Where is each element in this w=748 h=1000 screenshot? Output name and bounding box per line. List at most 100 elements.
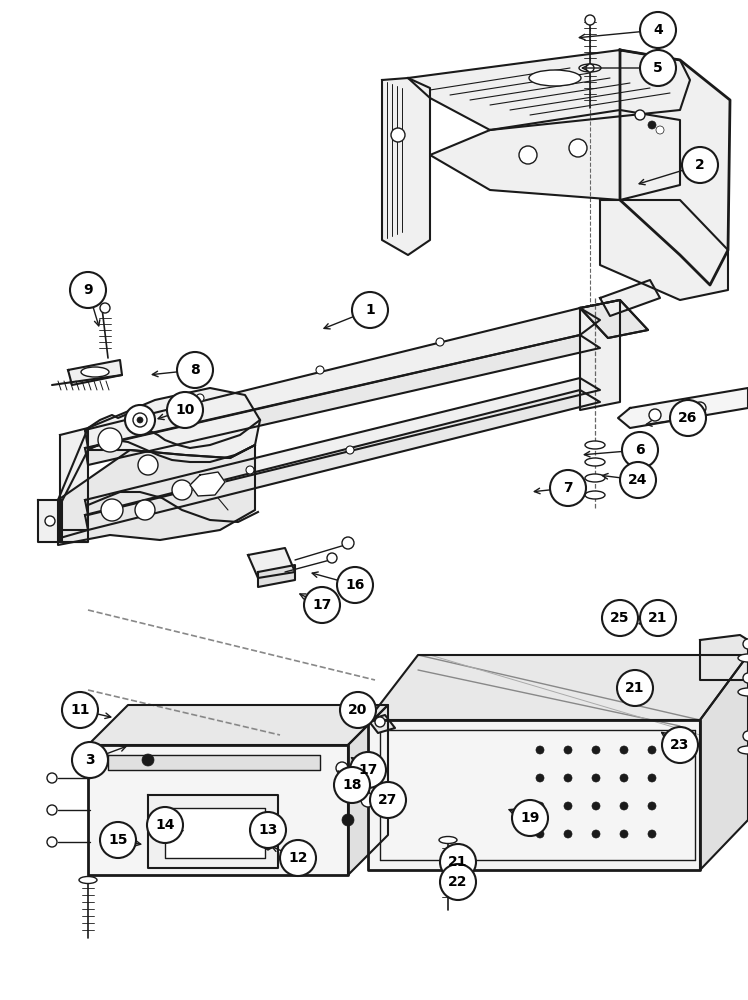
Circle shape (340, 692, 376, 728)
Ellipse shape (585, 441, 605, 449)
Circle shape (536, 802, 544, 810)
Circle shape (564, 830, 572, 838)
Ellipse shape (439, 836, 457, 844)
Circle shape (45, 516, 55, 526)
Circle shape (635, 110, 645, 120)
Circle shape (592, 802, 600, 810)
Text: 9: 9 (83, 283, 93, 297)
Circle shape (62, 692, 98, 728)
Polygon shape (368, 715, 395, 733)
Circle shape (440, 864, 476, 900)
Polygon shape (68, 360, 122, 385)
Circle shape (375, 717, 385, 727)
Polygon shape (600, 200, 728, 300)
Ellipse shape (529, 70, 581, 86)
Text: 20: 20 (349, 703, 368, 717)
Circle shape (137, 417, 143, 423)
Circle shape (100, 822, 136, 858)
Polygon shape (190, 472, 225, 496)
Polygon shape (408, 50, 690, 130)
Text: 17: 17 (313, 598, 331, 612)
Circle shape (662, 727, 698, 763)
Text: 26: 26 (678, 411, 698, 425)
Polygon shape (88, 745, 348, 875)
Polygon shape (368, 720, 700, 870)
Polygon shape (85, 378, 600, 515)
Polygon shape (257, 826, 278, 850)
Text: 25: 25 (610, 611, 630, 625)
Circle shape (743, 731, 748, 741)
Circle shape (337, 567, 373, 603)
Circle shape (440, 844, 476, 880)
Circle shape (743, 673, 748, 683)
Circle shape (743, 639, 748, 649)
Text: 5: 5 (653, 61, 663, 75)
Circle shape (602, 600, 638, 636)
Text: 4: 4 (653, 23, 663, 37)
Polygon shape (165, 808, 265, 858)
Circle shape (536, 774, 544, 782)
Circle shape (519, 146, 537, 164)
Polygon shape (700, 655, 748, 870)
Circle shape (536, 746, 544, 754)
Circle shape (620, 746, 628, 754)
Circle shape (622, 432, 658, 468)
Circle shape (70, 272, 106, 308)
Circle shape (304, 587, 340, 623)
Circle shape (620, 802, 628, 810)
Text: 12: 12 (288, 851, 307, 865)
Circle shape (656, 126, 664, 134)
Circle shape (586, 64, 594, 72)
Circle shape (512, 800, 548, 836)
Polygon shape (700, 635, 748, 680)
Polygon shape (148, 795, 278, 868)
Circle shape (167, 392, 203, 428)
Circle shape (336, 762, 348, 774)
Text: 15: 15 (108, 833, 128, 847)
Circle shape (98, 428, 122, 452)
Text: 18: 18 (343, 778, 362, 792)
Polygon shape (58, 388, 260, 505)
Circle shape (569, 139, 587, 157)
Polygon shape (85, 335, 600, 465)
Ellipse shape (738, 746, 748, 754)
Circle shape (133, 413, 147, 427)
Circle shape (694, 402, 706, 414)
Circle shape (47, 837, 57, 847)
Circle shape (391, 128, 405, 142)
Text: 21: 21 (649, 611, 668, 625)
Circle shape (648, 774, 656, 782)
Circle shape (101, 499, 123, 521)
Circle shape (246, 466, 254, 474)
Circle shape (135, 500, 155, 520)
Circle shape (172, 480, 192, 500)
Polygon shape (85, 308, 600, 448)
Circle shape (648, 746, 656, 754)
Polygon shape (58, 445, 255, 545)
Circle shape (177, 352, 213, 388)
Polygon shape (580, 300, 648, 338)
Circle shape (138, 455, 158, 475)
Text: 17: 17 (358, 763, 378, 777)
Circle shape (620, 830, 628, 838)
Circle shape (617, 670, 653, 706)
Polygon shape (88, 705, 388, 745)
Circle shape (620, 774, 628, 782)
Circle shape (335, 781, 349, 795)
Circle shape (564, 774, 572, 782)
Text: 10: 10 (175, 403, 194, 417)
Ellipse shape (738, 654, 748, 662)
Text: 13: 13 (258, 823, 278, 837)
Ellipse shape (585, 474, 605, 482)
Ellipse shape (585, 491, 605, 499)
Circle shape (280, 840, 316, 876)
Circle shape (334, 767, 370, 803)
Text: 11: 11 (70, 703, 90, 717)
Ellipse shape (579, 64, 601, 72)
Polygon shape (348, 705, 388, 875)
Text: 22: 22 (448, 875, 468, 889)
Circle shape (262, 832, 274, 844)
Circle shape (648, 802, 656, 810)
Text: 2: 2 (695, 158, 705, 172)
Polygon shape (368, 655, 748, 720)
